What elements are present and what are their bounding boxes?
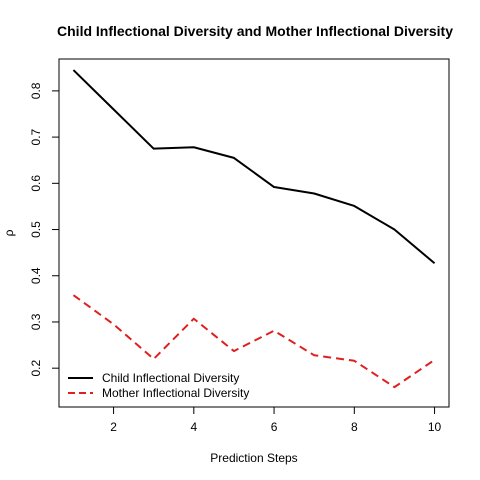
series-line-child [73,70,434,263]
y-tick-label: 0.2 [29,360,43,377]
y-tick-label: 0.8 [29,82,43,99]
x-tick-label: 10 [428,420,442,434]
x-tick-label: 8 [351,420,358,434]
x-axis-label: Prediction Steps [210,451,297,465]
y-tick-label: 0.4 [29,267,43,284]
x-tick-label: 4 [190,420,197,434]
legend: Child Inflectional Diversity Mother Infl… [68,371,249,400]
chart-title: Child Inflectional Diversity and Mother … [57,23,453,39]
y-tick-label: 0.6 [29,175,43,192]
y-axis: 0.2 0.3 0.4 0.5 0.6 0.7 0.8 [29,82,59,376]
y-tick-label: 0.7 [29,128,43,145]
y-tick-label: 0.5 [29,221,43,238]
plot-frame [59,59,449,407]
legend-label-mother: Mother Inflectional Diversity [102,386,249,400]
x-axis: 2 4 6 8 10 [110,407,441,434]
y-tick-label: 0.3 [29,313,43,330]
x-tick-label: 2 [110,420,117,434]
x-tick-label: 6 [271,420,278,434]
series-layer [73,70,434,387]
y-axis-label: ρ [2,229,16,236]
legend-label-child: Child Inflectional Diversity [102,371,239,385]
